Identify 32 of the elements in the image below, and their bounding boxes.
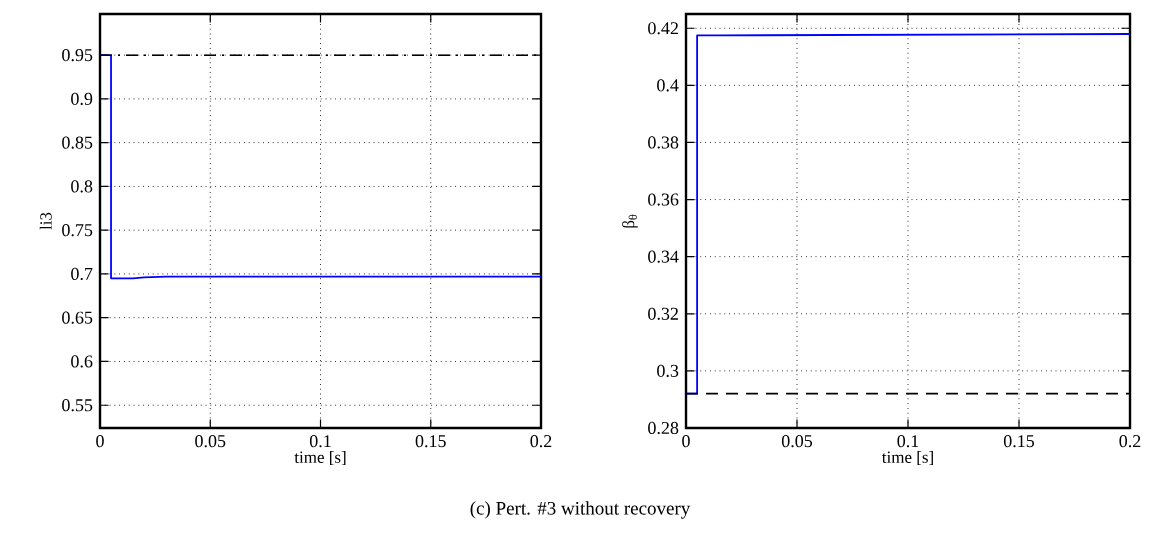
x-tick-label: 0 xyxy=(682,435,690,448)
x-tick-label: 0.1 xyxy=(309,435,331,448)
x-axis-title: time [s] xyxy=(294,451,346,466)
x-tick-label: 0.15 xyxy=(415,435,446,448)
y-axis-title: β$_{θ}$ xyxy=(622,214,638,228)
y-axis-title: li3 xyxy=(39,212,52,230)
y-tick-label: 0.4 xyxy=(657,79,679,92)
y-tick-label: 0.95 xyxy=(62,49,93,62)
x-tick-label: 0.05 xyxy=(781,435,813,448)
text: (c) Pert. #3 without recovery xyxy=(470,501,691,519)
y-tick-label: 0.55 xyxy=(62,399,93,412)
x-axis-title: time [s] xyxy=(881,451,933,466)
y-tick-label: 0.75 xyxy=(62,224,93,237)
y-tick-label: 0.3 xyxy=(657,364,679,377)
y-tick-label: 0.32 xyxy=(648,307,678,320)
y-tick-label: 0.65 xyxy=(62,311,93,324)
y-tick-label: 0.6 xyxy=(71,355,93,368)
y-tick-label: 0.42 xyxy=(648,22,678,35)
y-tick-label: 0.28 xyxy=(648,421,679,435)
y-tick-label: 0.34 xyxy=(648,250,679,263)
y-tick-label: 0.9 xyxy=(71,92,93,105)
y-tick-label: 0.85 xyxy=(62,136,93,149)
x-tick-label: 0.05 xyxy=(195,435,226,448)
x-tick-label: 0.15 xyxy=(1003,435,1035,448)
y-tick-label: 0.7 xyxy=(71,267,93,281)
y-tick-label: 0.36 xyxy=(648,193,679,206)
x-tick-label: 0.2 xyxy=(530,435,552,448)
x-tick-label: 0.2 xyxy=(1119,435,1141,448)
x-tick-label: 0 xyxy=(96,435,104,448)
y-tick-label: 0.38 xyxy=(648,136,679,149)
y-tick-label: 0.8 xyxy=(71,180,93,193)
x-tick-label: 0.1 xyxy=(897,435,919,448)
